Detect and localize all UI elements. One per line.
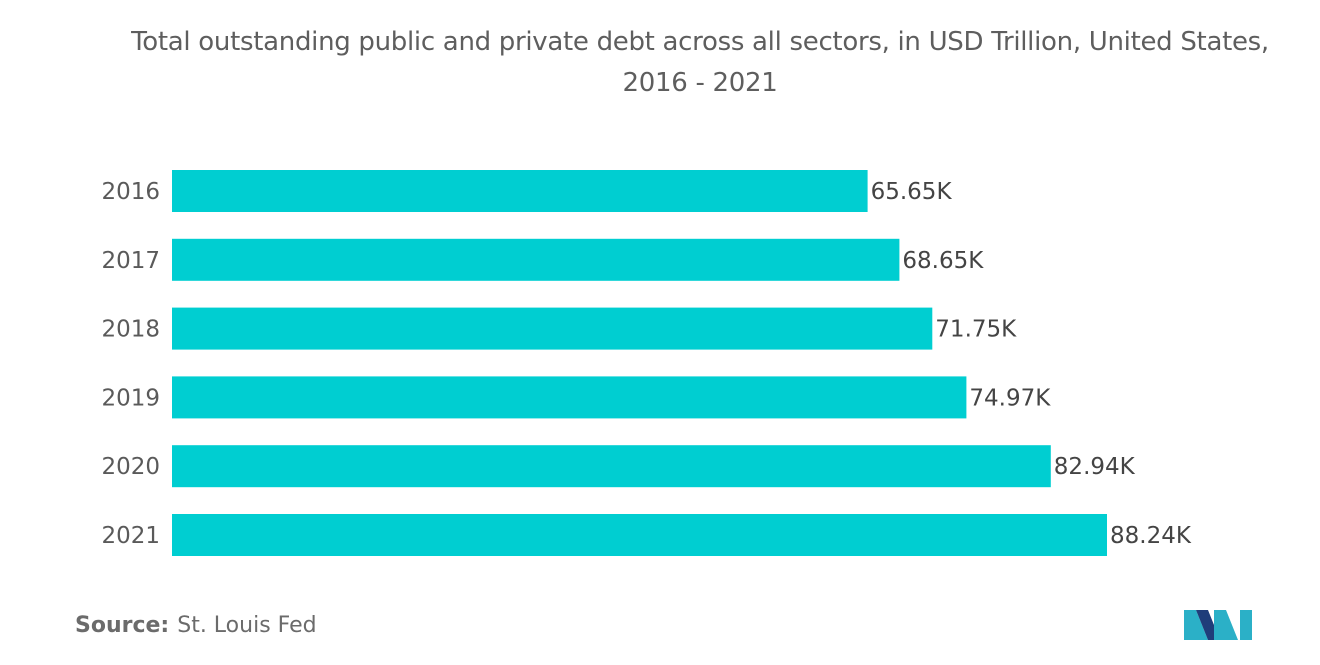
value-label-2019: 74.97K xyxy=(969,385,1051,411)
value-label-2021: 88.24K xyxy=(1110,523,1192,549)
source-text: St. Louis Fed xyxy=(177,613,317,638)
bar-2019 xyxy=(172,376,967,419)
category-label-2020: 2020 xyxy=(101,454,160,480)
category-label-2018: 2018 xyxy=(101,317,160,343)
category-label-2016: 2016 xyxy=(101,179,160,205)
source-note: Source: St. Louis Fed xyxy=(75,613,317,638)
value-label-2020: 82.94K xyxy=(1054,454,1136,480)
value-label-2018: 71.75K xyxy=(935,317,1017,343)
bar-2018 xyxy=(172,307,933,350)
value-label-2017: 68.65K xyxy=(902,248,984,274)
category-label-2021: 2021 xyxy=(101,523,160,549)
source-label: Source: xyxy=(75,613,170,638)
bars-layer: 2016 65.65K 2017 68.65K 2018 71.75K 2019 74.97K… xyxy=(101,170,1192,556)
bar-2020 xyxy=(172,445,1051,488)
chart-title: Total outstanding public and private deb… xyxy=(131,27,1269,98)
category-label-2017: 2017 xyxy=(101,248,160,274)
mordor-intelligence-logo-icon xyxy=(1184,610,1252,640)
bar-2017 xyxy=(172,238,900,281)
bar-2021 xyxy=(172,514,1107,556)
value-label-2016: 65.65K xyxy=(871,179,953,205)
bar-2016 xyxy=(172,170,868,212)
category-label-2019: 2019 xyxy=(101,385,160,411)
